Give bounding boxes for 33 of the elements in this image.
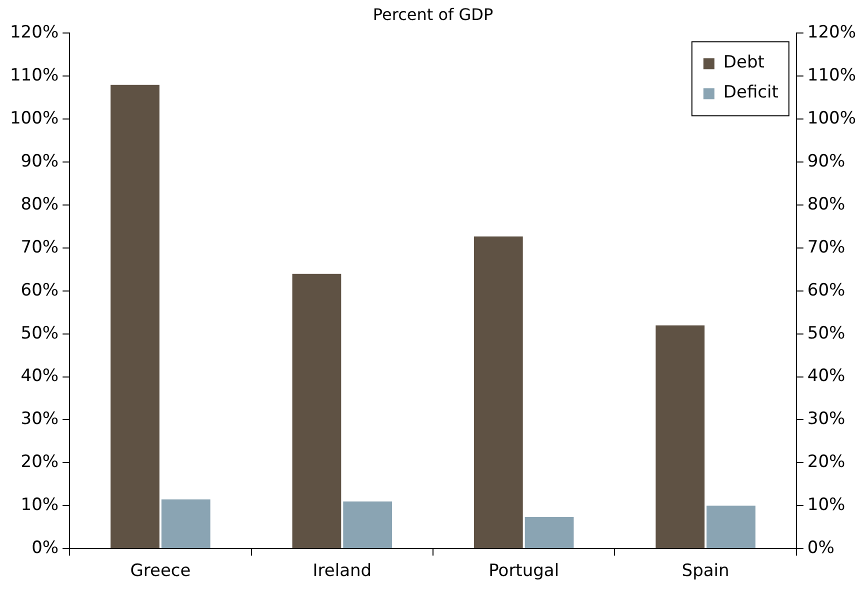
x-tick-label: Ireland xyxy=(312,561,372,582)
y-tick-label: 20% xyxy=(20,452,59,472)
chart-title: Percent of GDP xyxy=(372,4,494,24)
y2-tick-label: 0% xyxy=(807,538,834,558)
y2-tick-label: 10% xyxy=(807,495,846,516)
y-tick-label: 0% xyxy=(32,538,59,558)
y-tick-label: 110% xyxy=(10,66,59,86)
x-tick-label: Spain xyxy=(682,561,730,582)
y2-tick-label: 110% xyxy=(807,66,856,86)
x-tick-label: Portugal xyxy=(488,561,560,582)
y-tick-label: 40% xyxy=(20,366,59,386)
legend-label: Deficit xyxy=(723,82,779,103)
y2-tick-label: 60% xyxy=(807,280,846,300)
y-tick-label: 30% xyxy=(20,409,59,430)
y2-tick-label: 90% xyxy=(807,151,846,172)
y-tick-label: 10% xyxy=(20,495,59,516)
y2-tick-label: 100% xyxy=(807,108,856,129)
y-tick-label: 80% xyxy=(20,194,59,214)
y2-tick-label: 70% xyxy=(807,237,846,258)
y-tick-label: 60% xyxy=(20,280,59,300)
y2-tick-label: 20% xyxy=(807,452,846,472)
x-tick-label: Greece xyxy=(130,561,191,582)
y2-tick-label: 120% xyxy=(807,22,856,43)
y-tick-label: 70% xyxy=(20,237,59,258)
y2-tick-label: 40% xyxy=(807,366,846,386)
y2-tick-label: 50% xyxy=(807,323,846,344)
legend-label: Debt xyxy=(723,52,765,73)
y-tick-label: 120% xyxy=(10,22,59,43)
y-tick-label: 100% xyxy=(10,108,59,129)
y2-tick-label: 30% xyxy=(807,409,846,430)
y-tick-label: 50% xyxy=(20,323,59,344)
y-tick-label: 90% xyxy=(20,151,59,172)
y2-tick-label: 80% xyxy=(807,194,846,214)
